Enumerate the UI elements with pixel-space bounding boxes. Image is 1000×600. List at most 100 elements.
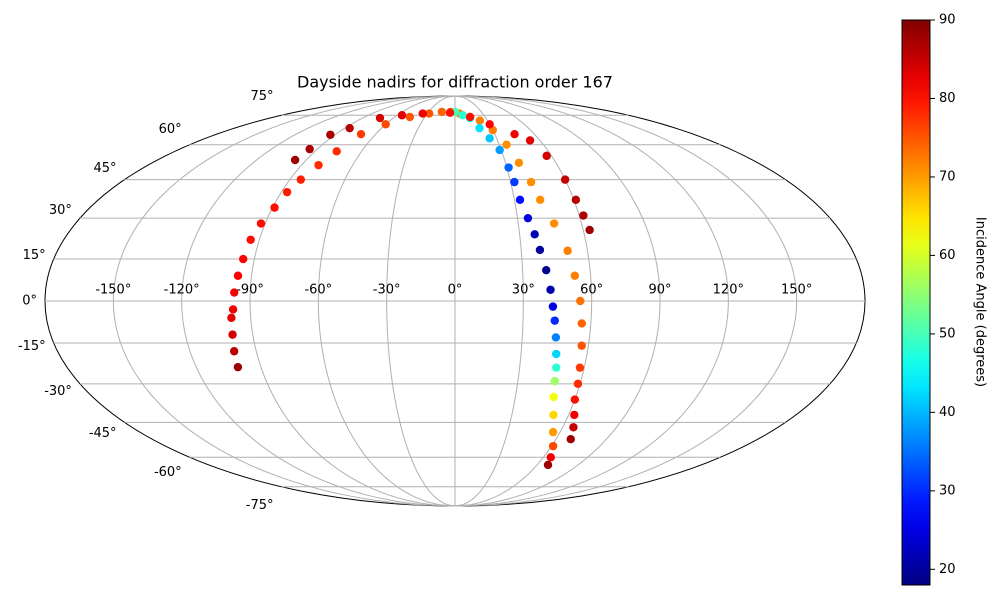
point [566,435,575,444]
point [560,175,570,184]
colorbar-tick-label: 70 [939,169,956,184]
colorbar-tick-label: 50 [939,326,956,341]
x-tick-label: -90° [236,283,264,298]
point [573,379,583,389]
x-tick-label: 60° [580,283,603,298]
point [525,136,535,145]
point [575,363,585,372]
point [290,155,300,165]
point [230,288,239,297]
point [546,453,556,462]
colorbar-tick-label: 80 [939,91,956,106]
point [332,147,341,156]
point [502,140,511,149]
point [543,460,553,470]
point [270,203,279,212]
x-tick-label: 90° [648,283,671,298]
y-tick-label: -75° [246,498,274,513]
point [577,341,586,350]
y-tick-label: 0° [22,294,37,309]
point [548,441,558,451]
point [381,120,390,129]
point [515,195,525,205]
grid [45,95,865,507]
point [485,134,494,143]
x-tick-label: 150° [781,283,812,298]
point [314,160,323,170]
point [356,129,366,139]
colorbar-tick-label: 30 [939,483,956,498]
x-tick-label: -150° [95,283,131,298]
x-tick-label: -60° [304,283,332,298]
point [579,211,588,220]
point [485,120,494,129]
point [576,296,585,306]
y-tick-label: -45° [89,426,117,441]
point [550,376,559,386]
point [326,130,335,139]
colorbar-tick-label: 40 [939,405,956,420]
point [535,245,545,255]
point [504,163,513,172]
point [375,113,385,123]
point [535,195,545,205]
point [569,423,578,432]
y-tick-label: 45° [94,161,117,176]
colorbar [901,19,931,586]
x-tick-label: 120° [713,283,744,298]
y-tick-label: 15° [23,248,46,263]
chart-title: Dayside nadirs for diffraction order 167 [297,73,613,92]
point [570,410,579,420]
point [526,177,536,187]
point [475,123,484,133]
point [549,219,559,228]
x-tick-label: -120° [164,283,200,298]
point [552,349,561,359]
point [577,319,586,328]
point [227,313,236,323]
point [551,333,561,342]
point [229,347,239,356]
point [228,330,237,339]
point [437,107,447,117]
point [550,316,559,325]
point [552,363,561,372]
colorbar-tick-label: 20 [939,562,956,577]
point [405,112,415,122]
point [510,129,519,139]
y-tick-label: 30° [49,203,72,218]
point [510,177,519,187]
point [246,235,255,244]
point [397,111,407,120]
point [445,108,455,117]
point [296,175,306,184]
point [424,109,434,118]
point [418,109,427,118]
point [549,410,558,420]
point [542,265,551,275]
point [458,111,467,120]
point [570,395,580,404]
point [282,187,292,197]
y-tick-label: -60° [154,465,182,480]
point [542,151,551,161]
point [585,225,594,235]
point [345,123,354,133]
point [548,427,558,437]
point [548,302,558,311]
point [256,219,266,228]
y-tick-label: -30° [44,384,72,399]
point [475,116,485,125]
x-tick-label: -30° [373,283,401,298]
y-tick-label: -15° [18,339,46,354]
point [233,271,243,280]
point [570,271,580,280]
x-tick-label: 0° [448,283,463,298]
point [495,145,504,155]
point [546,285,555,294]
point [530,230,539,239]
point [465,112,475,122]
point [305,144,314,154]
y-tick-label: 60° [159,122,182,137]
